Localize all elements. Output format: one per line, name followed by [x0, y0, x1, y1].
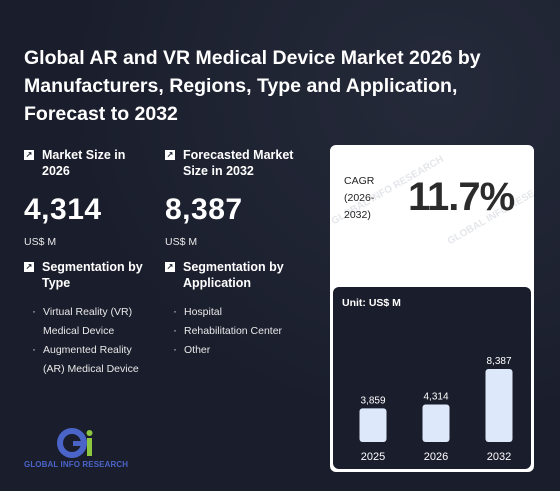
logo-mark-icon [57, 428, 93, 458]
bar-chart-svg: 3,859 2025 4,314 2026 8,387 2032 [359, 356, 513, 463]
x-tick-label: 2025 [361, 451, 385, 463]
forecast-block: ↗ Forecasted Market Size in 2032 8,387 U… [165, 147, 315, 248]
chart-unit-label: Unit: US$ M [342, 297, 401, 309]
data-label: 3,859 [360, 395, 385, 406]
bar-2026 [422, 404, 450, 442]
list-item: Rehabilitation Center [173, 321, 315, 341]
market-size-block: ↗ Market Size in 2026 4,314 US$ M [24, 147, 154, 248]
data-label: 4,314 [423, 391, 448, 402]
type-list: Virtual Reality (VR) Medical Device Augm… [24, 302, 149, 379]
list-item: Other [173, 340, 315, 360]
market-size-label: Market Size in 2026 [42, 148, 126, 178]
segmentation-application-label: Segmentation by Application [183, 260, 284, 290]
x-tick-label: 2032 [487, 451, 511, 463]
forecast-value: 8,387 [165, 193, 243, 226]
cagr-label: CAGR (2026- 2032) [344, 175, 375, 221]
external-link-icon: ↗ [24, 150, 34, 160]
data-label: 8,387 [486, 356, 511, 367]
bar-chart: Unit: US$ M 3,859 2025 4,314 2026 8,387 2032 [333, 287, 531, 469]
bar-2032 [485, 369, 513, 442]
forecast-label: Forecasted Market Size in 2032 [183, 148, 294, 178]
cagr-value: 11.7% [408, 175, 515, 219]
page-title: Global AR and VR Medical Device Market 2… [24, 47, 481, 125]
company-logo: GLOBAL INFO RESEARCH [24, 428, 136, 472]
list-item: Virtual Reality (VR) Medical Device [32, 302, 149, 341]
segmentation-type-block: ↗ Segmentation by Type Virtual Reality (… [24, 259, 149, 379]
application-list: Hospital Rehabilitation Center Other [165, 302, 315, 360]
market-size-value: 4,314 [24, 193, 102, 226]
list-item: Hospital [173, 302, 315, 322]
external-link-icon: ↗ [24, 262, 34, 272]
external-link-icon: ↗ [165, 262, 175, 272]
bar-2025 [359, 408, 387, 442]
forecast-unit: US$ M [165, 236, 198, 248]
logo-text: GLOBAL INFO RESEARCH [24, 460, 129, 469]
segmentation-application-block: ↗ Segmentation by Application Hospital R… [165, 259, 315, 360]
cagr-card: GLOBAL INFO RESEARCH GLOBAL INFO RESEARC… [330, 145, 534, 472]
list-item: Augmented Reality (AR) Medical Device [32, 340, 149, 379]
segmentation-type-label: Segmentation by Type [42, 260, 143, 290]
external-link-icon: ↗ [165, 150, 175, 160]
market-size-unit: US$ M [24, 236, 57, 248]
x-tick-label: 2026 [424, 451, 448, 463]
